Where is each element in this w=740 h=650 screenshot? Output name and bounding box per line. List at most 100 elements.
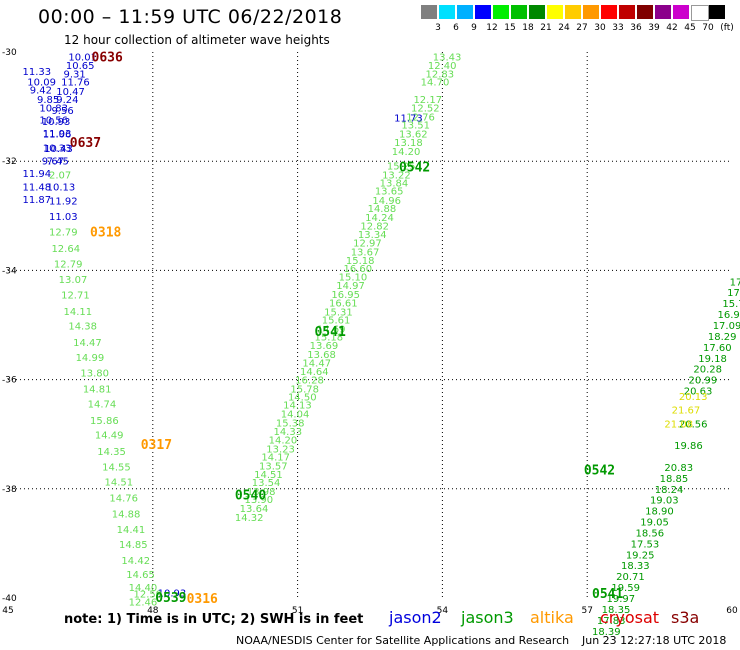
wave-height-value: 11.76	[61, 77, 90, 88]
wave-height-value: 9.56	[51, 106, 73, 117]
wave-height-value: 12.82	[360, 222, 389, 233]
legend-unit: (ft)	[720, 23, 734, 33]
legend-label: 9	[471, 23, 477, 33]
wave-height-value: 12.79	[54, 259, 83, 270]
wave-height-value: 14.20	[392, 147, 421, 158]
wave-height-value: 12.76	[406, 112, 435, 123]
wave-height-value: 20.28	[693, 365, 722, 376]
wave-height-value: 11.73	[394, 114, 423, 125]
wave-height-value: 15.86	[90, 416, 119, 427]
wave-height-value: 14.24	[365, 213, 394, 224]
wave-height-value: 17.60	[703, 343, 732, 354]
wave-height-value: 14.42	[121, 556, 150, 567]
pass-time-label: 0542	[399, 161, 430, 176]
wave-height-value: 16.97	[718, 310, 740, 321]
wave-height-value: 14.51	[254, 470, 283, 481]
legend-swatch	[691, 5, 709, 21]
wave-height-value: 10.43	[44, 144, 73, 155]
wave-height-value: 13.98	[247, 487, 276, 498]
legend-label: 45	[684, 23, 696, 33]
wave-height-value: 16.95	[331, 290, 360, 301]
wave-height-value: 10.47	[56, 87, 85, 98]
legend-swatch	[547, 5, 563, 19]
wave-height-value: 14.20	[269, 436, 298, 447]
grid-lines	[8, 52, 732, 598]
wave-height-value: 15.78	[290, 384, 319, 395]
legend-label: 15	[504, 23, 516, 33]
legend-label: 6	[453, 23, 459, 33]
wave-height-value: 12.79	[49, 228, 78, 239]
wave-height-value: 14.47	[302, 359, 331, 370]
wave-height-value: 10.09	[27, 77, 56, 88]
axis-ticks: 45 48 51 54 57 60 -30 -32 -34 -36 -38 -40	[2, 48, 738, 616]
wave-height-value: 14.32	[235, 513, 264, 524]
wave-height-value: 14.51	[105, 478, 134, 489]
wave-height-value: 18.33	[621, 561, 650, 572]
satellite-jason2: jason2	[389, 608, 442, 627]
pass-time-label: 0539	[155, 591, 186, 606]
wave-height-value: 11.93	[43, 129, 72, 140]
legend-label: 70	[702, 23, 714, 33]
wave-height-value: 16.60	[343, 264, 372, 275]
wave-height-value: 20.13	[679, 392, 708, 403]
wave-height-value: 14.85	[119, 540, 148, 551]
wave-height-value: 14.11	[64, 307, 93, 318]
wave-height-value: 14.97	[336, 281, 365, 292]
wave-height-value: 12.71	[61, 290, 90, 301]
x-tick-label: 54	[437, 606, 449, 616]
wave-height-value: 15.25	[387, 162, 416, 173]
credit-line: NOAA/NESDIS Center for Satellite Applica…	[236, 634, 570, 647]
wave-height-value: 14.88	[368, 204, 397, 215]
wave-height-value: 9.67	[42, 157, 64, 168]
wave-height-value: 13.18	[394, 138, 423, 149]
wave-height-value: 14.50	[288, 393, 317, 404]
y-tick-label: -36	[2, 376, 17, 386]
wave-height-value: 10.65	[66, 61, 95, 72]
wave-height-value: 9.31	[64, 69, 86, 80]
wave-height-value: 11.87	[22, 195, 51, 206]
pass-time-label: 0637	[70, 136, 101, 151]
wave-height-value: 7.45	[47, 157, 69, 168]
wave-height-value: 13.67	[351, 247, 380, 258]
wave-height-value: 14.49	[95, 431, 124, 442]
wave-height-value: 18.39	[592, 627, 621, 638]
wave-height-value: 19.03	[650, 496, 679, 507]
pass-time-label: 0318	[90, 226, 121, 241]
wave-height-value: 18.56	[635, 528, 664, 539]
chart-subtitle: 12 hour collection of altimeter wave hei…	[64, 33, 330, 47]
wave-height-value: 10.33	[43, 144, 72, 155]
wave-height-value: 13.68	[307, 350, 336, 361]
pass-time-label: 0540	[235, 488, 266, 503]
legend-swatch	[475, 5, 491, 19]
legend-swatch	[637, 5, 653, 19]
wave-height-value: 15.31	[324, 307, 353, 318]
legend-swatch	[421, 5, 437, 19]
legend-swatch	[493, 5, 509, 19]
wave-height-value: 13.34	[358, 230, 387, 241]
wave-height-value: 14.64	[300, 367, 329, 378]
wave-height-value: 18.24	[655, 485, 684, 496]
wave-height-value: 13.07	[59, 275, 88, 286]
wave-height-value: 16.28	[295, 376, 324, 387]
satellite-s3a: s3a	[671, 608, 700, 627]
legend-label: 30	[594, 23, 606, 33]
wave-height-value: 10.83	[39, 104, 68, 115]
satellite-altika: altika	[530, 608, 574, 627]
wave-height-value: 14.99	[76, 353, 105, 364]
wave-height-value: 15.18	[346, 256, 375, 267]
wave-height-value: 13.84	[380, 178, 409, 189]
wave-height-value: 13.64	[240, 504, 269, 515]
chart-title: 00:00 – 11:59 UTC 06/22/2018	[38, 6, 343, 28]
wave-height-value: 14.81	[83, 384, 112, 395]
wave-height-value: 15.61	[322, 316, 351, 327]
wave-height-value: 11.33	[22, 67, 51, 78]
y-tick-label: -38	[2, 485, 17, 495]
pass-time-label: 0542	[584, 464, 615, 479]
wave-height-value: 13.69	[310, 341, 339, 352]
legend-label: 36	[630, 23, 642, 33]
wave-height-value: 13.54	[252, 478, 281, 489]
wave-height-value: 12.83	[426, 69, 455, 80]
legend-swatch	[511, 5, 527, 19]
legend-swatch	[655, 5, 671, 19]
